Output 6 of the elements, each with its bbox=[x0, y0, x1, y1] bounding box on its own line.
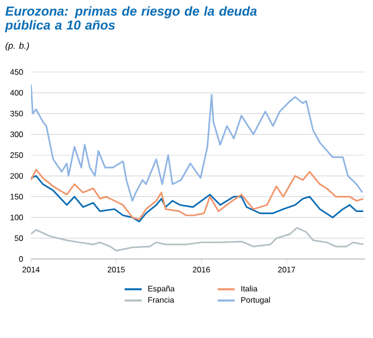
chart-title: Eurozona: primas de riesgo de la deuda pública a 10 años bbox=[4, 6, 257, 32]
line-series bbox=[31, 175, 364, 222]
line-series bbox=[31, 227, 364, 252]
line-series bbox=[31, 168, 364, 220]
line-series bbox=[31, 84, 364, 202]
chart-subtitle: (p. b.) bbox=[6, 42, 29, 51]
